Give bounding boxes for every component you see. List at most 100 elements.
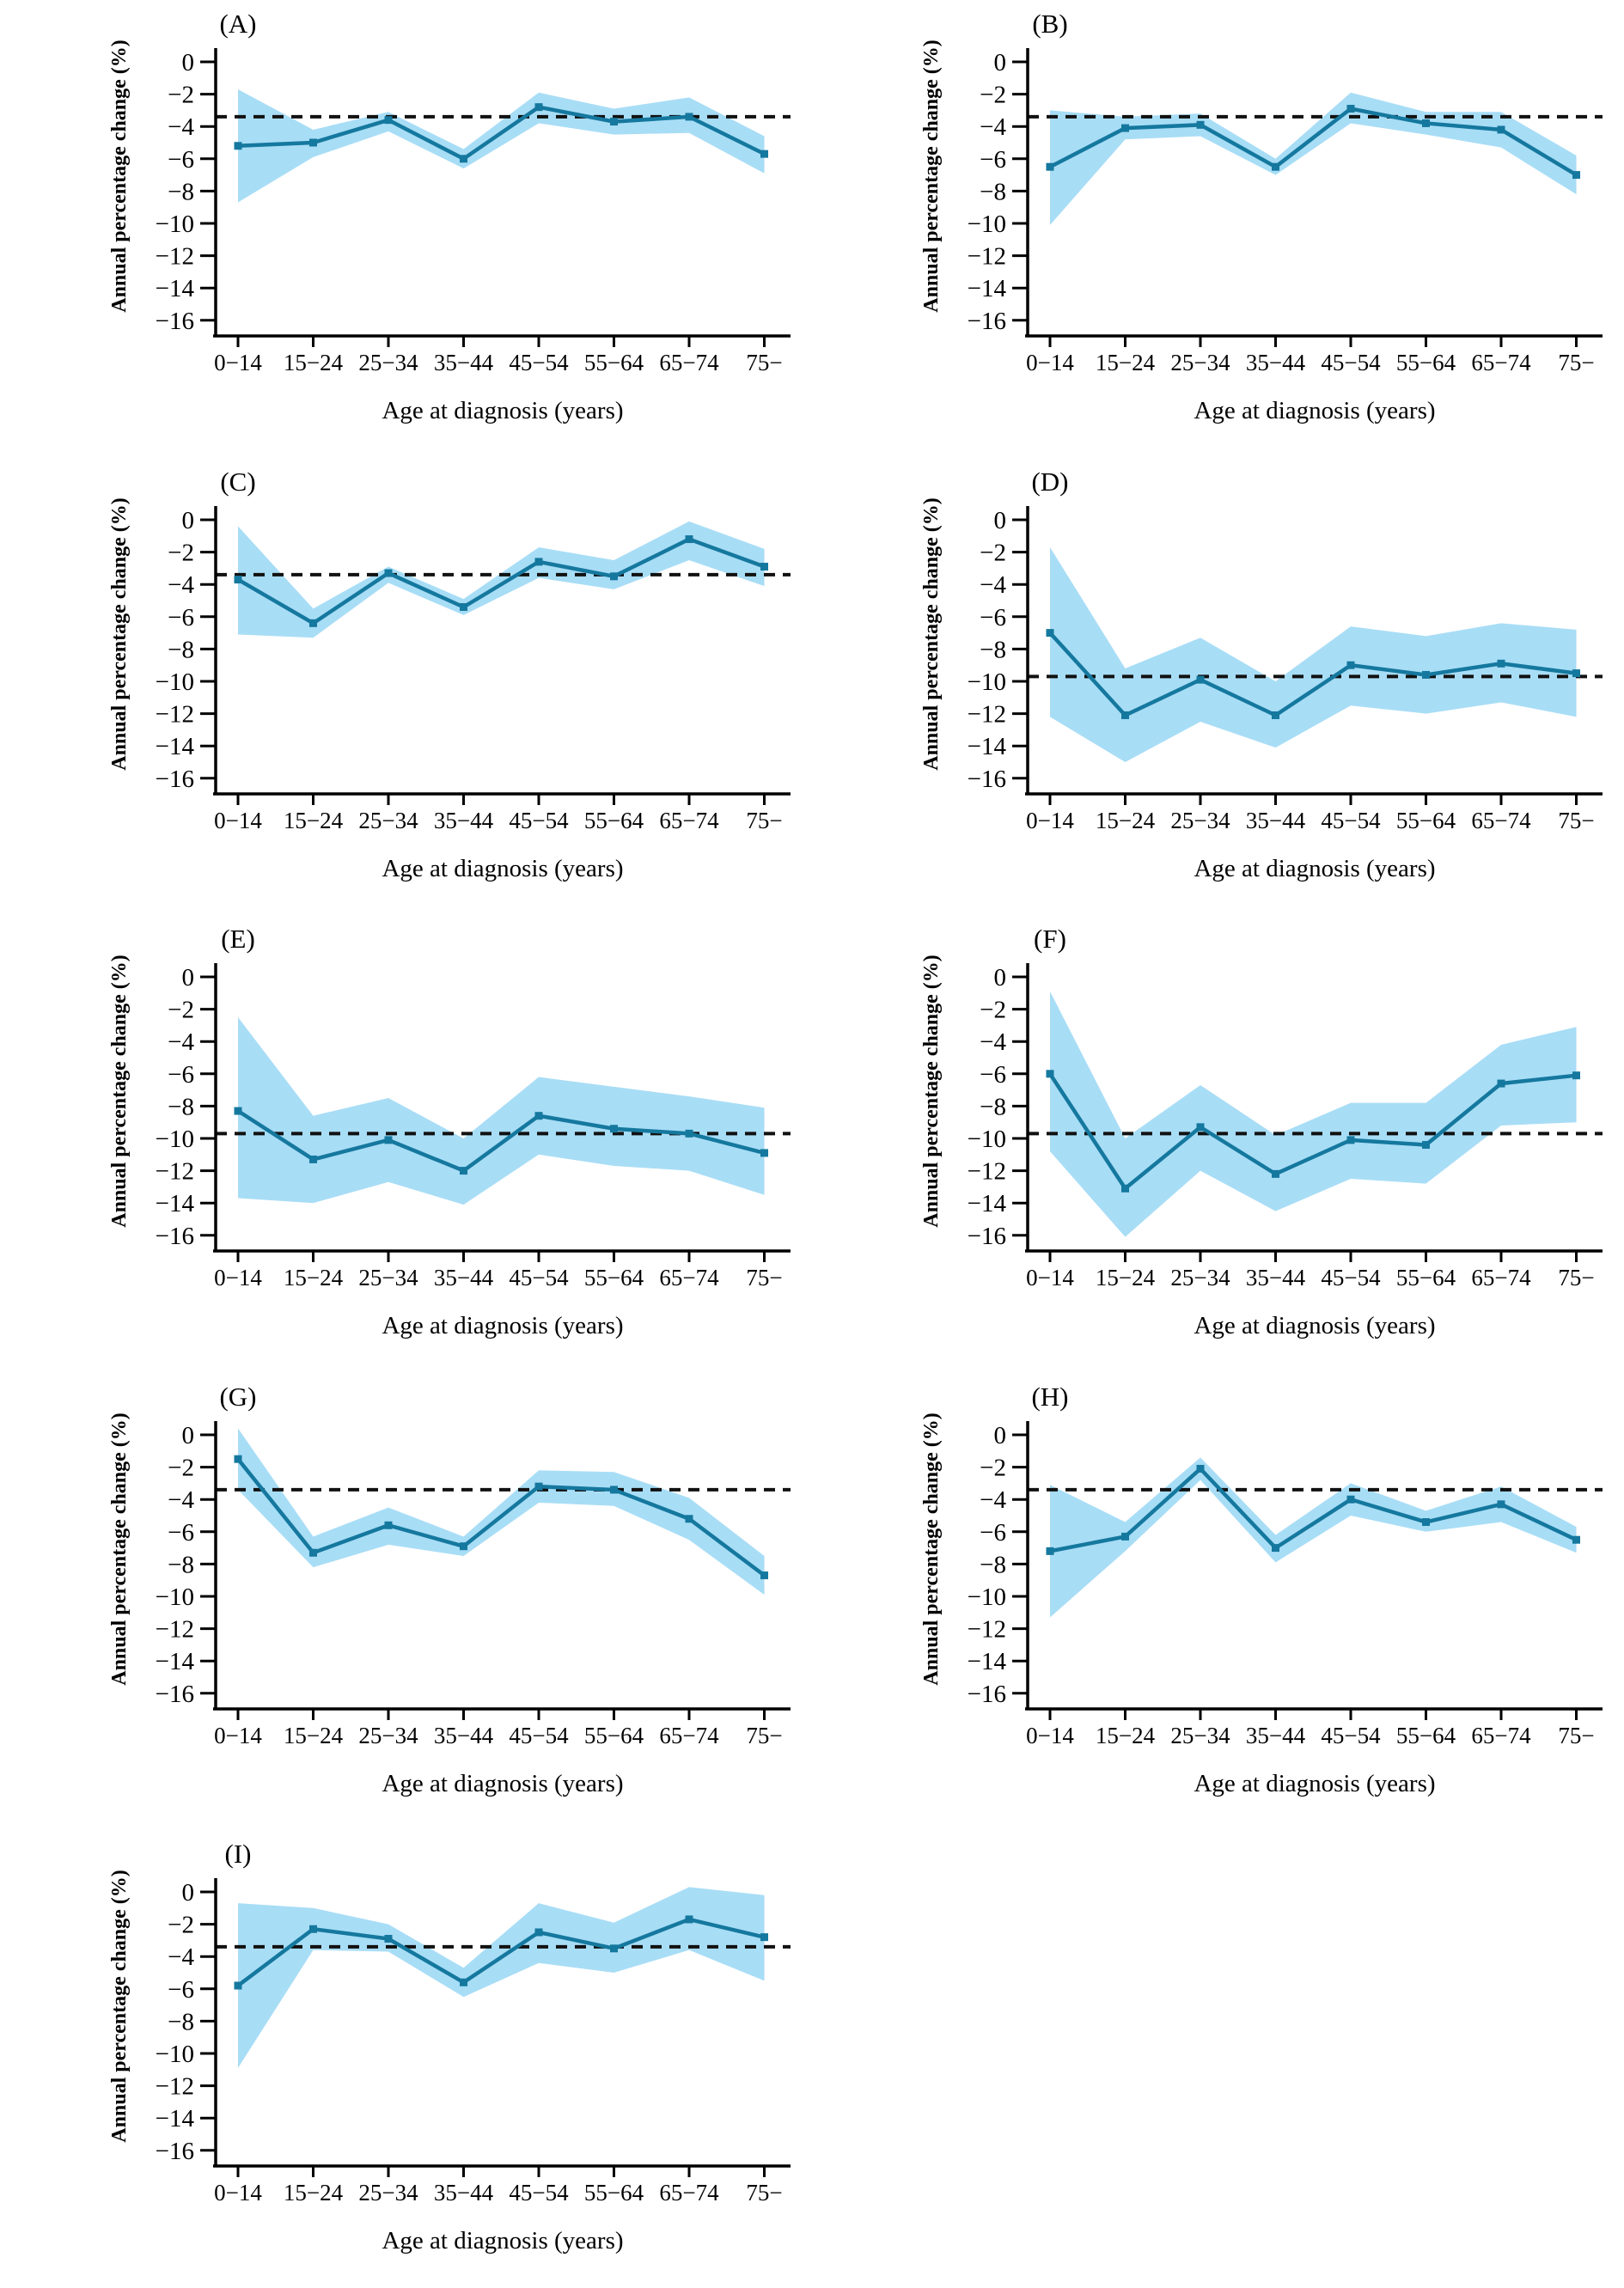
data-point [1272, 1170, 1279, 1179]
y-axis-title: Annual percentage change (%) [108, 40, 131, 313]
plot-G: 0 −2 −4 −6 −8 −10 −12 −14 −16 0−14 15−24 25−34 35−44… [108, 1382, 791, 1797]
x-tick-label: 35−44 [434, 2180, 494, 2206]
x-tick-label: 0−14 [1026, 808, 1074, 833]
plot-area: 0 −2 −4 −6 −8 −10 −12 −14 −16 0−14 15−24 25−34 35−44… [968, 505, 1603, 833]
x-tick-label: 25−34 [1170, 1723, 1230, 1748]
y-tick-label: 0 [182, 1422, 195, 1449]
x-tick-label: 45−54 [509, 1265, 569, 1290]
panel-F: 0 −2 −4 −6 −8 −10 −12 −14 −16 0−14 15−24 25−34 35−44… [812, 915, 1624, 1373]
x-tick-label: 45−54 [1321, 1265, 1381, 1290]
x-tick-label: 55−64 [584, 350, 644, 375]
x-axis-title: Age at diagnosis (years) [382, 397, 623, 424]
x-tick-label: 45−54 [509, 350, 569, 375]
x-tick-label: 0−14 [214, 2180, 262, 2206]
x-tick-label: 65−74 [1471, 808, 1531, 833]
y-tick-label: −8 [980, 1094, 1006, 1121]
y-tick-label: −2 [980, 539, 1006, 566]
data-point [610, 1125, 618, 1133]
x-tick-label: 55−64 [584, 1723, 644, 1748]
x-tick-label: 75− [746, 1723, 782, 1748]
x-tick-label: 35−44 [1246, 808, 1306, 833]
data-point [1046, 1070, 1054, 1078]
x-tick-label: 25−34 [1170, 350, 1230, 375]
x-tick-label: 35−44 [1246, 1265, 1306, 1290]
x-axis-title: Age at diagnosis (years) [1194, 397, 1435, 424]
y-tick-label: −4 [168, 113, 194, 141]
confidence-band [1050, 991, 1577, 1237]
y-tick-label: −12 [968, 1615, 1006, 1643]
data-point [1121, 1532, 1129, 1541]
x-tick-label: 15−24 [284, 808, 344, 833]
panel-label: (F) [1034, 924, 1066, 954]
confidence-band [238, 1017, 765, 1205]
y-tick-label: −6 [168, 146, 194, 174]
data-point [384, 1935, 393, 1943]
y-tick-label: −2 [168, 997, 194, 1024]
data-point [309, 138, 317, 147]
data-point [760, 1933, 768, 1942]
data-point [460, 1167, 467, 1175]
y-axis-title: Annual percentage change (%) [920, 40, 943, 313]
x-tick-label: 55−64 [1396, 350, 1456, 375]
panel-C: 0 −2 −4 −6 −8 −10 −12 −14 −16 0−14 15−24 25−34 35−44… [0, 458, 812, 916]
x-tick-label: 25−34 [358, 350, 418, 375]
data-point [1046, 1547, 1054, 1555]
data-point [1422, 1517, 1430, 1526]
x-tick-label: 45−54 [509, 2180, 569, 2206]
y-tick-label: 0 [994, 49, 1007, 76]
data-point [309, 1548, 317, 1557]
x-tick-label: 75− [1558, 1723, 1594, 1748]
x-tick-label: 0−14 [1026, 1265, 1074, 1290]
data-point [384, 1521, 393, 1529]
y-tick-label: 0 [182, 49, 195, 76]
data-point [309, 1925, 317, 1934]
x-tick-label: 55−64 [584, 808, 644, 833]
x-tick-label: 25−34 [358, 808, 418, 833]
data-point [1572, 1535, 1580, 1544]
y-tick-label: 0 [182, 1879, 195, 1907]
data-line [236, 1109, 766, 1174]
x-tick-label: 55−64 [584, 2180, 644, 2206]
data-point [534, 103, 543, 112]
y-tick-label: −6 [980, 1061, 1006, 1089]
y-tick-label: −14 [156, 275, 195, 302]
plot-A: 0 −2 −4 −6 −8 −10 −12 −14 −16 0−14 15−24 25−34 35−44… [108, 9, 791, 424]
data-point [685, 1915, 693, 1924]
data-point [685, 1130, 693, 1138]
plot-I: 0 −2 −4 −6 −8 −10 −12 −14 −16 0−14 15−24 25−34 35−44… [108, 1839, 791, 2254]
plot-E: 0 −2 −4 −6 −8 −10 −12 −14 −16 0−14 15−24 25−34 35−44… [108, 924, 791, 1339]
y-tick-label: −16 [968, 765, 1006, 792]
y-tick-label: 0 [182, 964, 195, 991]
x-tick-label: 65−74 [659, 1265, 719, 1290]
data-line [236, 1917, 766, 1988]
y-tick-label: −10 [156, 668, 194, 696]
x-tick-label: 0−14 [214, 808, 262, 833]
confidence-band [238, 1428, 765, 1595]
y-tick-label: −2 [980, 997, 1006, 1024]
y-tick-label: −16 [968, 1681, 1006, 1708]
y-tick-label: −4 [980, 113, 1006, 141]
data-point [1346, 105, 1355, 113]
data-point [1497, 1079, 1505, 1088]
data-line [236, 536, 766, 625]
data-point [685, 1515, 693, 1523]
y-tick-label: −10 [156, 2041, 194, 2068]
x-tick-label: 35−44 [434, 808, 494, 833]
x-tick-label: 45−54 [1321, 350, 1381, 375]
x-tick-label: 15−24 [284, 2180, 344, 2206]
y-axis-title: Annual percentage change (%) [108, 1870, 131, 2144]
y-tick-label: −14 [156, 1190, 195, 1217]
panel-D: 0 −2 −4 −6 −8 −10 −12 −14 −16 0−14 15−24 25−34 35−44… [812, 458, 1624, 916]
y-tick-label: −10 [968, 210, 1006, 238]
panel-H: 0 −2 −4 −6 −8 −10 −12 −14 −16 0−14 15−24 25−34 35−44… [812, 1373, 1624, 1831]
y-tick-label: −2 [168, 1912, 194, 1939]
x-tick-label: 15−24 [1096, 808, 1156, 833]
data-point [1422, 1141, 1430, 1150]
data-point [534, 1928, 543, 1937]
data-point [1422, 670, 1430, 679]
confidence-band [1050, 546, 1577, 762]
panel-label: (D) [1031, 467, 1068, 497]
y-tick-label: −4 [980, 1486, 1006, 1514]
x-axis-title: Age at diagnosis (years) [382, 1770, 623, 1797]
data-point [760, 1149, 768, 1157]
